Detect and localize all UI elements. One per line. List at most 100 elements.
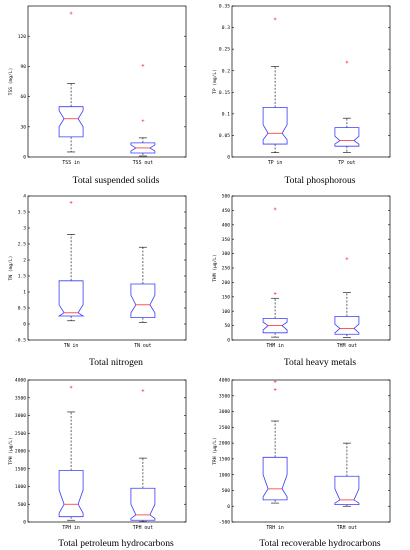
box-body	[130, 142, 156, 154]
box-1	[58, 385, 84, 521]
y-tick-label: 1	[23, 290, 26, 296]
outlier-point	[273, 388, 277, 391]
chart-panel-3: -0.5 0 0.5 1 1.5 2 2.5 3 3.5 4 TN (mg/L) TN in TN ou…	[8, 194, 187, 368]
chart-panel-2: 0 0.05 0.1 0.15 0.2 0.25 0.3 0.35 TP (mg/L) TP in…	[212, 4, 391, 186]
category-label: TPH out	[133, 525, 153, 531]
outlier-point	[141, 63, 145, 67]
box-1	[262, 207, 288, 338]
y-tick-label: 350	[222, 237, 231, 243]
y-tick-label: 0	[23, 322, 26, 328]
box-2	[130, 246, 156, 323]
y-tick-label: 0	[227, 338, 230, 344]
outlier-point	[69, 201, 73, 204]
y-tick-label: 4000	[15, 378, 26, 384]
y-tick-label: 3000	[219, 409, 230, 415]
box-2	[334, 60, 360, 153]
y-tick-label: 500	[222, 194, 231, 200]
outlier-point	[273, 17, 277, 21]
y-tick-label: 3.5	[18, 210, 27, 216]
outlier-point	[273, 207, 277, 211]
box-body	[262, 317, 288, 334]
box-1	[57, 201, 85, 322]
box-1	[262, 380, 288, 504]
box-body	[334, 127, 360, 147]
y-tick-label: 300	[222, 251, 231, 257]
box-body	[334, 315, 360, 335]
category-label: TPH in	[62, 525, 79, 531]
box-body	[130, 487, 156, 521]
y-tick-label: 1.5	[18, 274, 27, 280]
box-body	[262, 106, 288, 145]
plot-frame	[27, 5, 187, 158]
chart-panel-4: 0 50 100 150 200 250 300 350 400 450 500 THM (µg/L)…	[212, 194, 391, 368]
y-tick-label: 0.15	[219, 90, 230, 96]
y-tick-label: 0	[227, 504, 230, 510]
y-tick-label: 3500	[219, 393, 230, 399]
y-tick-label: 100	[222, 309, 231, 315]
y-tick-label: 30	[20, 124, 26, 130]
category-label: TSS in	[62, 160, 79, 166]
y-tick-label: 0.25	[219, 47, 230, 53]
y-tick-label: 2.5	[18, 242, 27, 248]
box-body	[130, 283, 156, 319]
y-tick-label: 0.05	[219, 133, 230, 139]
y-tick-label: 120	[18, 34, 27, 40]
category-label: TP in	[268, 160, 283, 166]
y-tick-label: 200	[222, 280, 231, 286]
plot-frame	[231, 5, 391, 158]
panel-caption: Total phosphorous	[284, 175, 355, 186]
y-tick-label: 3	[23, 226, 26, 232]
chart-panel-1: 0 30 60 90 120 TSS (mg/L) TSS in TSS out Total s…	[8, 5, 187, 186]
box-2	[334, 257, 360, 338]
category-label: TN out	[134, 343, 151, 349]
y-tick-label: 3500	[15, 395, 26, 401]
y-tick-label: 250	[222, 266, 231, 272]
box-2	[130, 63, 156, 157]
plot-frame	[231, 195, 391, 341]
box-body	[334, 475, 360, 506]
y-tick-label: -500	[219, 520, 230, 526]
y-tick-label: 2	[23, 258, 26, 264]
box-body	[58, 106, 84, 138]
y-tick-label: 0.3	[222, 25, 231, 31]
panel-caption: Total petroleum hydrocarbons	[58, 538, 174, 549]
category-label: THM out	[337, 343, 357, 349]
y-tick-label: 400	[222, 222, 231, 228]
panel-caption: Total suspended solids	[73, 175, 160, 186]
outlier-point	[345, 60, 349, 64]
y-tick-label: 0.2	[222, 68, 231, 74]
y-tick-label: 1000	[219, 472, 230, 478]
y-tick-label: 1500	[219, 456, 230, 462]
outlier-point	[273, 291, 277, 295]
outlier-point	[141, 119, 145, 123]
outlier-point	[273, 380, 277, 383]
box-body	[58, 470, 84, 518]
category-label: TSS out	[133, 160, 153, 166]
box-2	[334, 442, 360, 507]
plot-frame	[27, 379, 187, 523]
chart-panel-5: 0 500 1000 1500 2000 2500 3000 3500 4000 TPH (µg/…	[8, 378, 187, 549]
y-axis-label: TP (mg/L)	[212, 69, 218, 94]
plot-frame	[231, 379, 391, 523]
y-tick-label: 150	[222, 294, 231, 300]
y-tick-label: 4000	[219, 378, 230, 384]
y-tick-label: 0.5	[18, 306, 27, 312]
y-tick-label: 500	[222, 488, 231, 494]
category-label: TN in	[64, 343, 79, 349]
y-tick-label: 0	[227, 155, 230, 161]
y-axis-label: THM (µg/L)	[212, 254, 218, 282]
y-axis-label: TRH (µg/L)	[212, 437, 218, 465]
y-tick-label: 2500	[15, 431, 26, 437]
y-tick-label: 2000	[15, 449, 26, 455]
panel-caption: Total nitrogen	[89, 357, 143, 368]
y-tick-label: 3000	[15, 413, 26, 419]
y-tick-label: 0	[23, 155, 26, 161]
y-tick-label: 1000	[15, 484, 26, 490]
box-2	[130, 389, 156, 522]
box-body	[57, 280, 85, 317]
y-tick-label: 4	[23, 194, 26, 200]
y-tick-label: 0	[23, 520, 26, 526]
category-label: TRH in	[266, 525, 283, 531]
box-1	[262, 17, 288, 153]
